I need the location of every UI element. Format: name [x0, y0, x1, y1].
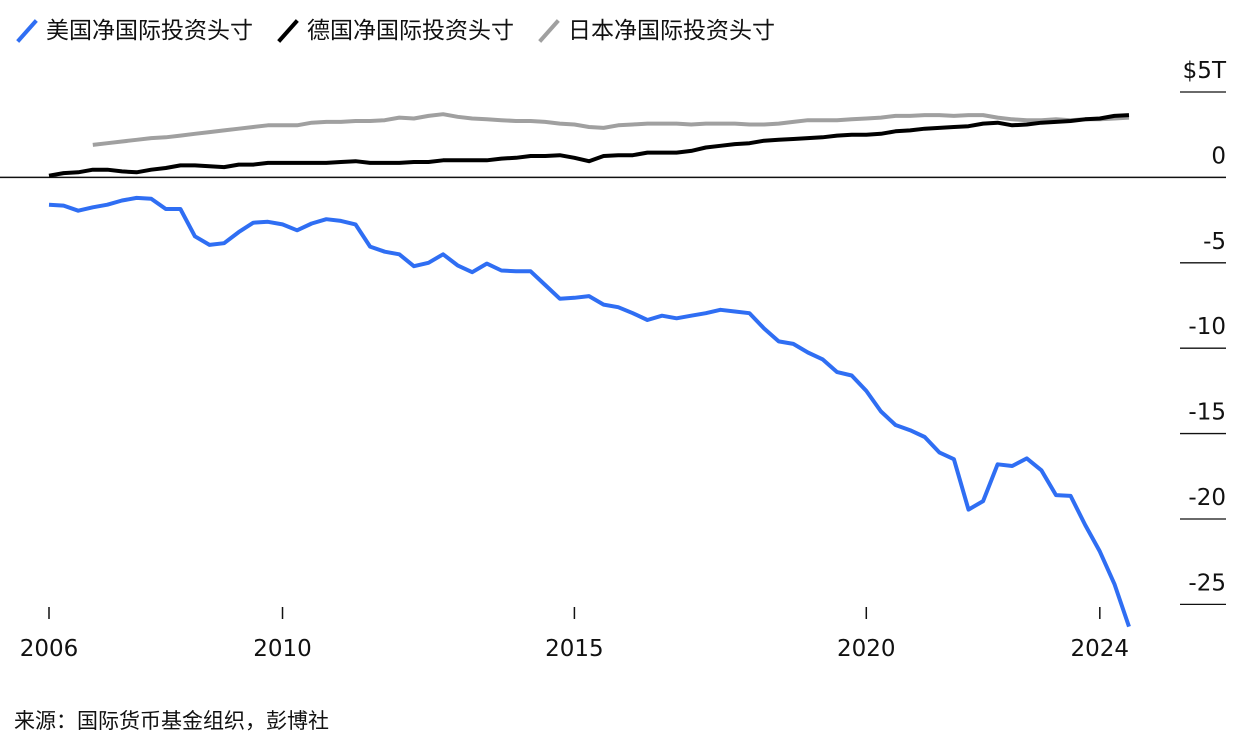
- x-axis-tick-labels: 2006 2010 2015 2020 2024: [20, 636, 1129, 662]
- legend-label-germany: 德国净国际投资头寸: [307, 18, 514, 44]
- legend-item-germany: 德国净国际投资头寸: [275, 16, 514, 46]
- y-axis-gridlines: [1180, 91, 1226, 606]
- legend-swatch-us-icon: [16, 19, 38, 43]
- x-tick-label: 2024: [1071, 636, 1130, 662]
- y-axis-tick-labels: $5T 0 -5 -10 -15 -20 -25: [1183, 58, 1227, 596]
- y-tick-label: $5T: [1183, 58, 1227, 84]
- y-tick-label: -5: [1203, 229, 1226, 255]
- y-tick-label: -25: [1188, 570, 1226, 596]
- series-lines: [48, 112, 1131, 628]
- legend-label-japan: 日本净国际投资头寸: [568, 18, 775, 44]
- legend-label-us: 美国净国际投资头寸: [46, 18, 253, 44]
- us-series-line: [48, 195, 1131, 628]
- y-tick-label: -15: [1188, 400, 1226, 426]
- x-tick-label: 2006: [20, 636, 79, 662]
- legend-swatch-germany-icon: [277, 19, 299, 43]
- germany-series-line: [48, 113, 1130, 178]
- x-axis-ticks: [48, 607, 1101, 619]
- chart-legend: 美国净国际投资头寸 德国净国际投资头寸 日本净国际投资头寸: [14, 14, 775, 48]
- source-note: 来源：国际货币基金组织，彭博社: [14, 709, 329, 733]
- legend-item-japan: 日本净国际投资头寸: [536, 16, 775, 46]
- x-tick-label: 2015: [545, 636, 604, 662]
- x-tick-label: 2020: [837, 636, 896, 662]
- legend-swatch-japan-icon: [538, 19, 560, 43]
- y-tick-label: -20: [1188, 485, 1226, 511]
- japan-series-line: [92, 112, 1130, 147]
- x-tick-label: 2010: [253, 636, 312, 662]
- y-tick-label: -10: [1188, 314, 1226, 340]
- legend-item-us: 美国净国际投资头寸: [14, 16, 253, 46]
- y-tick-label: 0: [1211, 143, 1226, 169]
